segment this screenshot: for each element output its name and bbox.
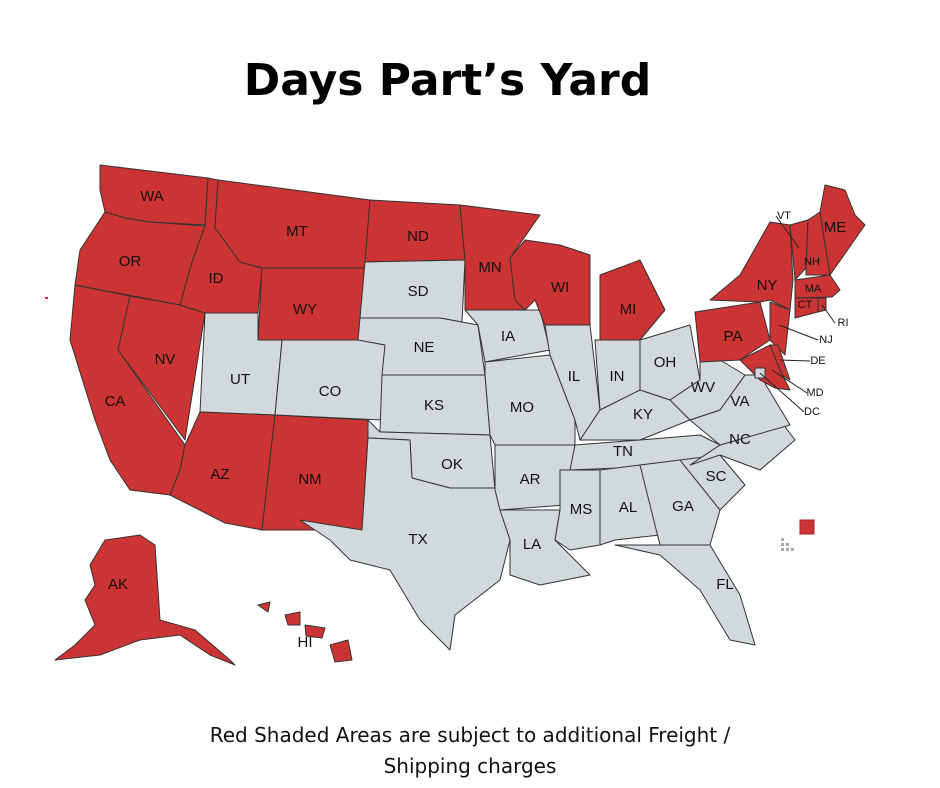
leader-line-vt — [775, 215, 800, 249]
state-label-ny: NY — [757, 277, 778, 294]
state-label-nh: NH — [804, 256, 820, 268]
state-label-nc: NC — [729, 431, 751, 448]
state-tx[interactable] — [299, 437, 511, 651]
state-label-id: ID — [209, 270, 224, 287]
state-ny[interactable] — [709, 221, 794, 311]
state-hi[interactable] — [329, 639, 353, 663]
state-mi[interactable] — [599, 259, 666, 341]
footer-line-2: Shipping charges — [383, 754, 557, 778]
state-label-ut: UT — [230, 371, 250, 388]
state-label-wa: WA — [140, 188, 164, 205]
state-label-me: ME — [824, 219, 847, 236]
state-label-mn: MN — [478, 259, 501, 276]
state-ar[interactable] — [494, 444, 576, 511]
state-label-pa: PA — [724, 328, 743, 345]
shaded-legend-swatch — [799, 519, 815, 535]
leader-line-ri — [821, 304, 836, 324]
footer-line-1: Red Shaded Areas are subject to addition… — [209, 723, 731, 747]
state-label-wv: WV — [691, 379, 715, 396]
state-label-ks: KS — [424, 397, 444, 414]
hawaii-island — [304, 624, 326, 639]
state-label-mt: MT — [286, 223, 308, 240]
state-wi[interactable] — [509, 239, 591, 326]
grid-dots-icon — [781, 538, 794, 551]
state-label-ct: CT — [798, 299, 813, 311]
state-ma[interactable] — [794, 274, 841, 299]
state-nv[interactable] — [117, 295, 206, 441]
footer-note: Red Shaded Areas are subject to addition… — [0, 720, 940, 782]
state-label-hi: HI — [298, 634, 313, 651]
state-label-ia: IA — [501, 328, 515, 345]
leader-line-nj — [778, 324, 819, 341]
state-label-in: IN — [610, 368, 625, 385]
leader-line-de — [779, 359, 811, 362]
state-label-az: AZ — [210, 466, 229, 483]
state-label-sd: SD — [408, 283, 429, 300]
state-label-nm: NM — [298, 471, 321, 488]
state-nj[interactable] — [769, 301, 791, 356]
leader-line-md — [771, 369, 808, 394]
state-label-ak: AK — [108, 576, 128, 593]
state-label-fl: FL — [716, 576, 734, 593]
state-ak[interactable] — [54, 534, 236, 666]
state-fl[interactable] — [614, 544, 756, 646]
state-label-mi: MI — [620, 301, 637, 318]
state-label-ne: NE — [414, 339, 435, 356]
map-title: Days Part’s Yard — [243, 55, 652, 106]
state-label-ma: MA — [805, 283, 822, 295]
state-label-ky: KY — [633, 406, 653, 423]
state-label-nj: NJ — [819, 334, 832, 346]
state-nh[interactable] — [805, 211, 831, 276]
state-label-ri: RI — [838, 317, 849, 329]
state-label-de: DE — [810, 355, 825, 367]
state-ga[interactable] — [639, 459, 721, 546]
state-label-ar: AR — [520, 471, 541, 488]
state-label-la: LA — [523, 536, 541, 553]
state-label-mo: MO — [510, 399, 534, 416]
state-label-wi: WI — [551, 279, 569, 296]
leader-line-dc — [759, 372, 805, 413]
state-ia[interactable] — [464, 309, 551, 363]
state-label-tn: TN — [613, 443, 633, 460]
state-wv[interactable] — [669, 359, 746, 421]
state-label-wy: WY — [293, 301, 317, 318]
stray-mark — [45, 297, 48, 299]
state-label-vt: VT — [777, 210, 791, 222]
state-co[interactable] — [274, 339, 386, 421]
state-label-nd: ND — [407, 228, 429, 245]
state-label-dc: DC — [804, 406, 820, 418]
state-label-il: IL — [568, 368, 581, 385]
hawaii-island — [284, 611, 301, 626]
state-label-co: CO — [319, 383, 342, 400]
state-label-ca: CA — [105, 393, 126, 410]
state-label-ok: OK — [441, 456, 463, 473]
hawaii-island — [257, 601, 271, 613]
state-label-oh: OH — [654, 354, 677, 371]
state-label-ga: GA — [672, 498, 694, 515]
state-label-or: OR — [119, 253, 142, 270]
state-label-va: VA — [731, 393, 750, 410]
state-label-sc: SC — [706, 468, 727, 485]
state-label-tx: TX — [408, 531, 427, 548]
state-pa[interactable] — [694, 301, 771, 363]
state-label-ms: MS — [570, 501, 593, 518]
state-label-al: AL — [619, 499, 637, 516]
state-label-md: MD — [806, 387, 823, 399]
state-label-nv: NV — [155, 351, 176, 368]
